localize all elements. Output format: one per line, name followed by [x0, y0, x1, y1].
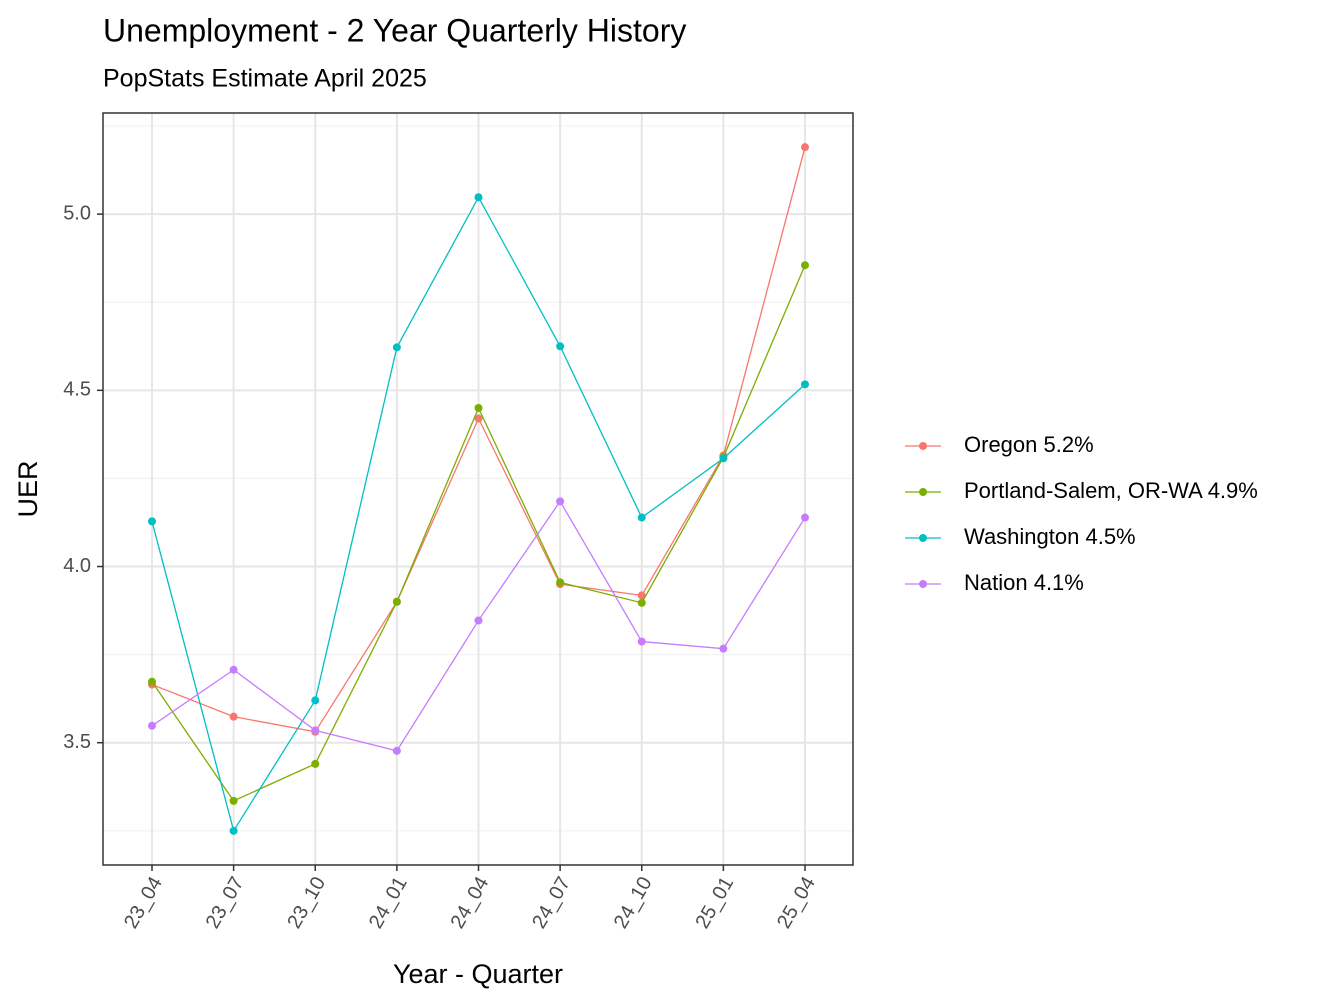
- data-point: [474, 193, 483, 202]
- data-point: [801, 380, 809, 389]
- y-tick-label: 5.0: [63, 202, 91, 224]
- y-tick-label: 3.5: [63, 731, 91, 753]
- data-point: [637, 598, 646, 607]
- plot-border: [102, 112, 854, 866]
- data-point: [311, 759, 320, 768]
- legend-label: Washington 4.5%: [964, 524, 1136, 549]
- data-point: [474, 403, 483, 412]
- legend-key-point: [919, 534, 927, 542]
- data-point: [637, 513, 646, 522]
- data-point: [556, 497, 565, 506]
- data-point: [801, 261, 809, 270]
- chart-title: Unemployment - 2 Year Quarterly History: [103, 12, 686, 48]
- data-point: [474, 616, 483, 625]
- data-point: [392, 343, 401, 352]
- legend-label: Oregon 5.2%: [964, 432, 1094, 457]
- data-point: [637, 637, 646, 646]
- data-point: [148, 517, 156, 526]
- legend-key-point: [919, 442, 927, 450]
- data-point: [148, 677, 156, 686]
- data-point: [392, 597, 401, 606]
- data-point: [556, 578, 565, 587]
- data-point: [229, 826, 238, 835]
- data-point: [801, 143, 809, 152]
- y-axis-title: UER: [13, 460, 43, 517]
- data-point: [392, 746, 401, 755]
- data-point: [556, 342, 565, 351]
- data-point: [311, 696, 320, 705]
- data-point: [229, 712, 238, 721]
- legend-label: Portland-Salem, OR-WA 4.9%: [964, 478, 1258, 503]
- chart-subtitle: PopStats Estimate April 2025: [103, 65, 427, 93]
- legend-key-point: [919, 488, 927, 496]
- data-point: [801, 513, 809, 522]
- data-point: [637, 591, 646, 600]
- x-axis-title: Year - Quarter: [393, 959, 563, 989]
- data-point: [229, 796, 238, 805]
- legend-label: Nation 4.1%: [964, 570, 1084, 595]
- data-point: [719, 454, 728, 463]
- y-tick-label: 4.0: [63, 555, 91, 577]
- data-point: [148, 721, 156, 730]
- legend-key-point: [919, 580, 927, 588]
- y-tick-label: 4.5: [63, 379, 91, 401]
- data-point: [311, 726, 320, 735]
- data-point: [474, 414, 483, 423]
- data-point: [719, 644, 728, 653]
- data-point: [229, 665, 238, 674]
